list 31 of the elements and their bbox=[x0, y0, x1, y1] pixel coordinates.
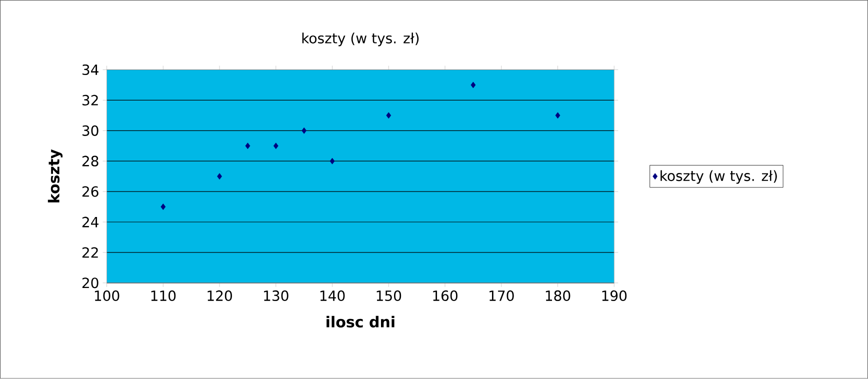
x-tick-label: 120 bbox=[208, 290, 232, 302]
x-tick-label: 110 bbox=[151, 290, 176, 302]
y-tick-label: 26 bbox=[82, 186, 98, 198]
point bbox=[273, 142, 278, 150]
point bbox=[470, 82, 476, 88]
y-axis-title: koszty bbox=[48, 149, 63, 202]
point bbox=[217, 173, 222, 180]
x-axis-title: ilosc dni bbox=[326, 316, 394, 328]
x-tick-label: 130 bbox=[264, 290, 288, 302]
x-tick-label: 150 bbox=[376, 290, 402, 302]
y-tick-label: 20 bbox=[82, 278, 98, 288]
x-tick-label: 100 bbox=[94, 290, 120, 302]
point bbox=[160, 204, 166, 210]
point bbox=[302, 128, 307, 134]
y-tick-label: 34 bbox=[82, 64, 98, 76]
y-tick-label: 30 bbox=[82, 126, 98, 136]
x-tick-label: 190 bbox=[602, 290, 627, 302]
y-tick-label: 24 bbox=[82, 216, 98, 228]
y-tick-label: 32 bbox=[82, 95, 98, 106]
point bbox=[386, 112, 392, 119]
y-tick-label: 28 bbox=[82, 156, 98, 167]
point bbox=[330, 158, 335, 164]
legend-label: koszty (w tys. zł) bbox=[660, 170, 777, 184]
x-tick-label: 140 bbox=[320, 290, 345, 302]
x-tick-label: 180 bbox=[546, 290, 570, 302]
point bbox=[245, 142, 250, 150]
chart-title: koszty (w tys. zł) bbox=[302, 32, 419, 46]
point bbox=[555, 112, 560, 119]
x-tick-label: 160 bbox=[433, 290, 458, 302]
y-tick-label: 22 bbox=[82, 247, 98, 258]
x-tick-label: 170 bbox=[490, 290, 514, 302]
